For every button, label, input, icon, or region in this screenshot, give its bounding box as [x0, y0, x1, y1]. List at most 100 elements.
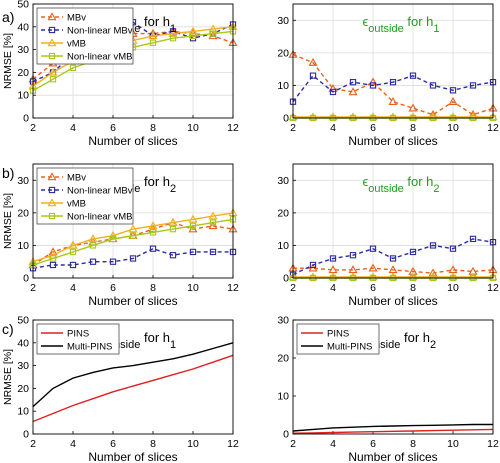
chart4-series-1-point-1: [309, 261, 317, 269]
chart3-series-2-line: [32, 212, 234, 263]
chart1-ytick-label-2: 20: [17, 67, 29, 79]
chart3-series-1-point-9: [209, 248, 217, 256]
chart6-legend: [296, 323, 380, 355]
chart2-series-2-point-8: [448, 112, 458, 121]
chart2-series-2-point-3: [348, 112, 358, 121]
chart2-series-2-point-9: [468, 112, 478, 121]
chart3-series-1-point-2: [69, 261, 77, 269]
chart1-series-2-point-6: [148, 31, 158, 40]
chart1-legend-marker-2: [47, 38, 57, 47]
chart6-xtick-label-2: 6: [370, 438, 376, 450]
chart5-ytick-label-2: 20: [17, 383, 29, 395]
chart3-series-2-point-2: [68, 240, 78, 249]
chart3-series-1-point-6: [149, 245, 157, 252]
chart5-ytick-label-4: 40: [17, 337, 29, 349]
chart4-series-1-point-5: [389, 255, 397, 262]
chart2-series-1-line: [292, 74, 494, 103]
chart5-xlabel: Number of slices: [88, 450, 177, 463]
chart5-xtick-label-1: 4: [70, 438, 76, 450]
chart1-legend-marker-0: [47, 12, 57, 21]
chart2-series-1-point-2: [329, 88, 337, 96]
chart2-ytick-label-1: 10: [277, 80, 289, 92]
chart1-series-3-point-6: [149, 39, 157, 46]
chart1-ytick-label-0: 0: [23, 113, 29, 125]
chart4-xtick-label-0: 2: [290, 282, 296, 294]
chart1-series-3-point-9: [209, 30, 217, 37]
chart3-series-3-point-6: [149, 229, 157, 236]
chart2-xtick-label-2: 6: [370, 122, 376, 134]
panel-label-b: b): [2, 165, 14, 181]
chart1-ytick-label-5: 50: [17, 0, 29, 11]
chart2-series-2-point-1: [308, 112, 318, 121]
chart3-legend: [36, 167, 134, 225]
chart2-series-2-point-6: [408, 112, 418, 121]
chart3-legend-label-0: MBv: [67, 173, 86, 184]
chart4-series-1-point-8: [449, 245, 457, 252]
chart5-series-1-line: [32, 342, 234, 408]
chart2-series-0-line: [292, 53, 494, 116]
chart4-ytick-label-2: 20: [277, 207, 289, 219]
chart4-series-2-point-4: [368, 272, 378, 281]
chart3-series-3-point-2: [69, 248, 77, 256]
chart2-xlabel: Number of slices: [348, 134, 437, 148]
chart6-xtick-label-3: 8: [410, 438, 416, 450]
chart2-series-1-point-3: [349, 79, 357, 86]
chart1-legend-label-2: vMB: [67, 39, 86, 50]
chart2-series-1-point-4: [369, 82, 377, 89]
chart3-xtick-label-5: 12: [227, 282, 239, 294]
chart5-series-0-line: [32, 354, 234, 423]
chart3-series-3-line: [32, 218, 234, 266]
chart5-ytick-label-0: 0: [23, 429, 29, 441]
chart4-series-1-point-3: [349, 252, 357, 259]
chart2-series-0-point-3: [348, 87, 358, 96]
chart3-ytick-label-1: 10: [17, 240, 29, 252]
chart2-ytick-label-2: 20: [277, 47, 289, 59]
chart3-series-1-point-7: [169, 252, 177, 259]
chart1-series-3-point-1: [49, 76, 57, 83]
chart2-series-1-point-8: [449, 87, 457, 94]
chart1-series-2-point-8: [188, 26, 198, 35]
chart1-series-2-point-7: [168, 28, 178, 37]
chart3-series-3-point-8: [189, 222, 197, 230]
chart1-xtick-label-1: 4: [70, 122, 76, 134]
chart3-ylabel: NRMSE [%]: [2, 193, 14, 249]
chart2-series-2-point-2: [328, 112, 338, 121]
chart4-series-0-point-4: [368, 263, 378, 272]
chart6-xtick-label-0: 2: [290, 438, 296, 450]
chart3-series-2-point-7: [168, 217, 178, 226]
chart1-legend-label-1: Non-linear MBv: [67, 26, 133, 37]
chart1-xlabel: Number of slices: [88, 134, 177, 148]
chart3-series-2-point-5: [128, 224, 138, 233]
chart5-legend: [36, 323, 120, 355]
chart3-xtick-label-4: 10: [187, 282, 199, 294]
chart4-frame: [292, 163, 494, 279]
chart2-series-2-point-5: [388, 112, 398, 121]
chart4-series-1-point-2: [329, 255, 337, 262]
chart6-legend-label-0: PINS: [327, 329, 349, 340]
chart2-series-2-point-10: [488, 112, 498, 121]
chart5-ylabel: NRMSE [%]: [2, 349, 14, 405]
chart2-series-2-point-4: [368, 112, 378, 121]
chart6-series-1-line: [292, 423, 493, 432]
chart3-series-2-point-3: [88, 234, 98, 243]
chart5-xtick-label-5: 12: [227, 438, 239, 450]
chart2-series-0-point-1: [308, 57, 318, 66]
chart2-series-2-point-0: [288, 112, 298, 121]
chart6-xtick-label-5: 12: [487, 438, 499, 450]
chart3-series-1-point-8: [189, 248, 197, 256]
chart3-series-3-point-5: [129, 232, 137, 239]
chart5-legend-label-1: Multi-PINS: [67, 342, 112, 353]
chart1-xtick-label-4: 10: [187, 122, 199, 134]
chart2-series-0-point-8: [448, 97, 458, 105]
chart5-xtick-label-3: 8: [150, 438, 156, 450]
chart2-frame: [292, 3, 494, 119]
chart2-series-1-point-5: [389, 79, 397, 86]
chart1-legend: [36, 7, 134, 65]
chart4-series-1-line: [292, 238, 494, 276]
chart6-xlabel: Number of slices: [348, 450, 437, 463]
chart4-series-2-point-9: [468, 272, 478, 281]
chart4-series-2-point-5: [388, 272, 398, 281]
chart4-xtick-label-4: 10: [447, 282, 459, 294]
chart3-series-1-line: [32, 247, 233, 269]
